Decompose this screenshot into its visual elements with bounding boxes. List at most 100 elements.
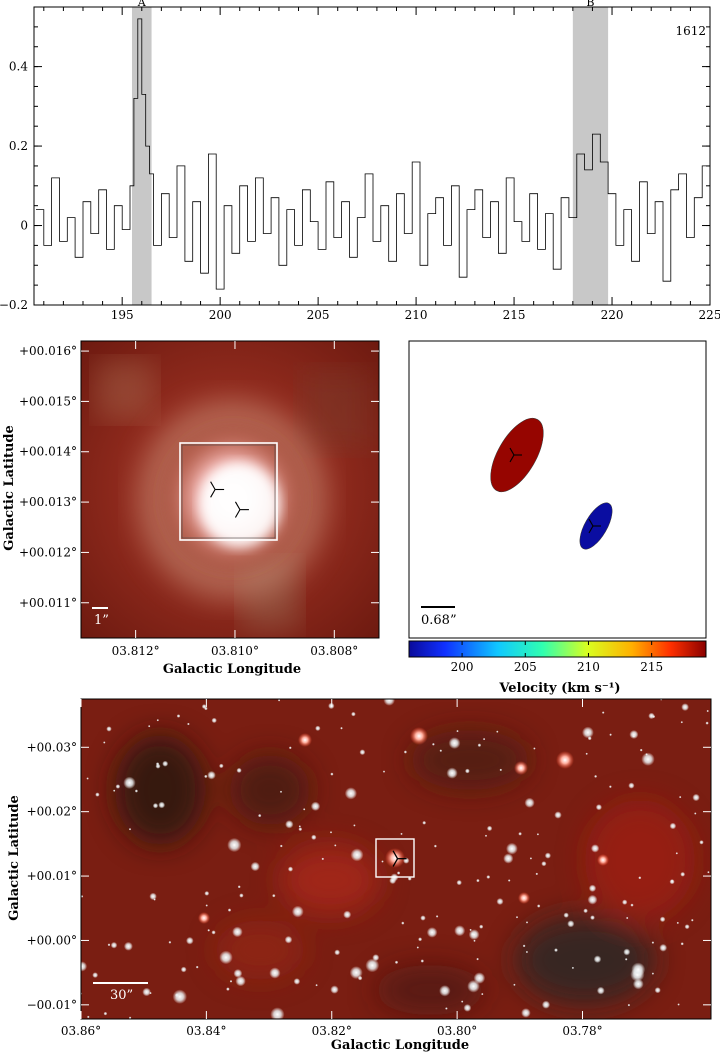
wide-field-image: [81, 699, 711, 1019]
star: [344, 787, 357, 800]
maser-scale-bar-label: 0.68”: [421, 613, 457, 628]
star: [158, 801, 166, 809]
star: [113, 789, 116, 792]
star: [106, 726, 112, 732]
star: [595, 804, 603, 811]
star: [219, 763, 224, 769]
star: [486, 875, 491, 879]
star: [422, 820, 427, 825]
star: [381, 860, 384, 863]
star: [541, 861, 547, 867]
star: [128, 1016, 132, 1019]
background-stars: [81, 699, 710, 1019]
star: [651, 972, 655, 975]
star: [334, 844, 337, 847]
star: [496, 898, 504, 905]
maser-points: [490, 417, 613, 550]
star: [142, 987, 151, 997]
star: [311, 834, 317, 840]
maser-marker: [509, 447, 522, 463]
star: [648, 712, 655, 720]
star: [180, 966, 187, 973]
bright-star: [298, 733, 312, 747]
spectrum-axes-frame: [33, 6, 711, 306]
wide-ylabel: Galactic Latitude: [7, 795, 22, 921]
star: [641, 752, 655, 766]
y-tick-label: +00.00°: [27, 933, 77, 947]
star: [365, 958, 380, 973]
star: [659, 943, 668, 952]
star: [426, 927, 438, 938]
star: [583, 908, 588, 914]
star: [330, 985, 339, 994]
star: [468, 929, 480, 940]
star: [315, 725, 321, 731]
star: [394, 960, 399, 964]
star: [204, 891, 210, 896]
star: [329, 831, 333, 834]
star: [103, 1011, 108, 1016]
star: [499, 768, 503, 772]
star: [585, 752, 588, 755]
star: [279, 790, 283, 793]
colorbar-tick-label: 215: [640, 660, 663, 674]
star: [587, 894, 598, 905]
star: [705, 721, 709, 725]
x-tick-label: 03.810°: [211, 644, 259, 658]
star: [351, 711, 356, 717]
star: [321, 857, 325, 861]
maser-marker: [588, 518, 601, 534]
wide-axes-frame: [80, 698, 712, 1020]
x-tick-label: 210: [405, 308, 428, 322]
star: [594, 774, 598, 778]
star: [227, 837, 242, 853]
star: [81, 961, 88, 972]
star: [400, 832, 403, 836]
star: [236, 767, 242, 774]
star: [389, 877, 397, 885]
star: [155, 762, 160, 766]
colorbar-tick-label: 210: [577, 660, 600, 674]
star: [258, 813, 262, 818]
star: [454, 925, 466, 937]
x-tick-label: 205: [307, 308, 330, 322]
shaded-region-A: [131, 7, 152, 305]
star: [186, 936, 194, 945]
star: [416, 946, 419, 949]
star: [205, 904, 208, 907]
star: [420, 959, 424, 963]
zoom-region-box: [179, 442, 278, 541]
star: [233, 969, 243, 978]
spectrum-ticks: 195 200 205 210 215 220 225 −0.2 0 0.2 0.4: [0, 6, 720, 322]
star: [168, 940, 172, 944]
star: [446, 767, 458, 779]
star: [484, 834, 488, 837]
star: [269, 967, 281, 979]
star: [107, 943, 111, 947]
star: [219, 950, 233, 965]
star: [95, 792, 100, 797]
x-tick-label: 03.82°: [312, 1024, 352, 1038]
maser-position-panel: 0.68” 200 205 210 215 Velocity (km s⁻¹): [408, 340, 707, 696]
star: [503, 853, 514, 864]
y-tick-label: +00.016°: [19, 344, 77, 358]
star: [477, 743, 482, 747]
star: [544, 852, 552, 859]
star: [149, 892, 157, 901]
star: [303, 808, 306, 811]
star: [407, 876, 412, 881]
star: [677, 1003, 680, 1006]
zoom-axes-frame: [80, 340, 380, 639]
shaded-region-label: B: [586, 0, 594, 9]
y-tick-label: 0: [20, 219, 28, 233]
star: [235, 975, 246, 987]
x-tick-label: 220: [601, 308, 624, 322]
star: [699, 840, 704, 845]
star: [582, 726, 594, 739]
star: [340, 726, 343, 730]
star: [691, 918, 694, 922]
star: [476, 957, 479, 961]
